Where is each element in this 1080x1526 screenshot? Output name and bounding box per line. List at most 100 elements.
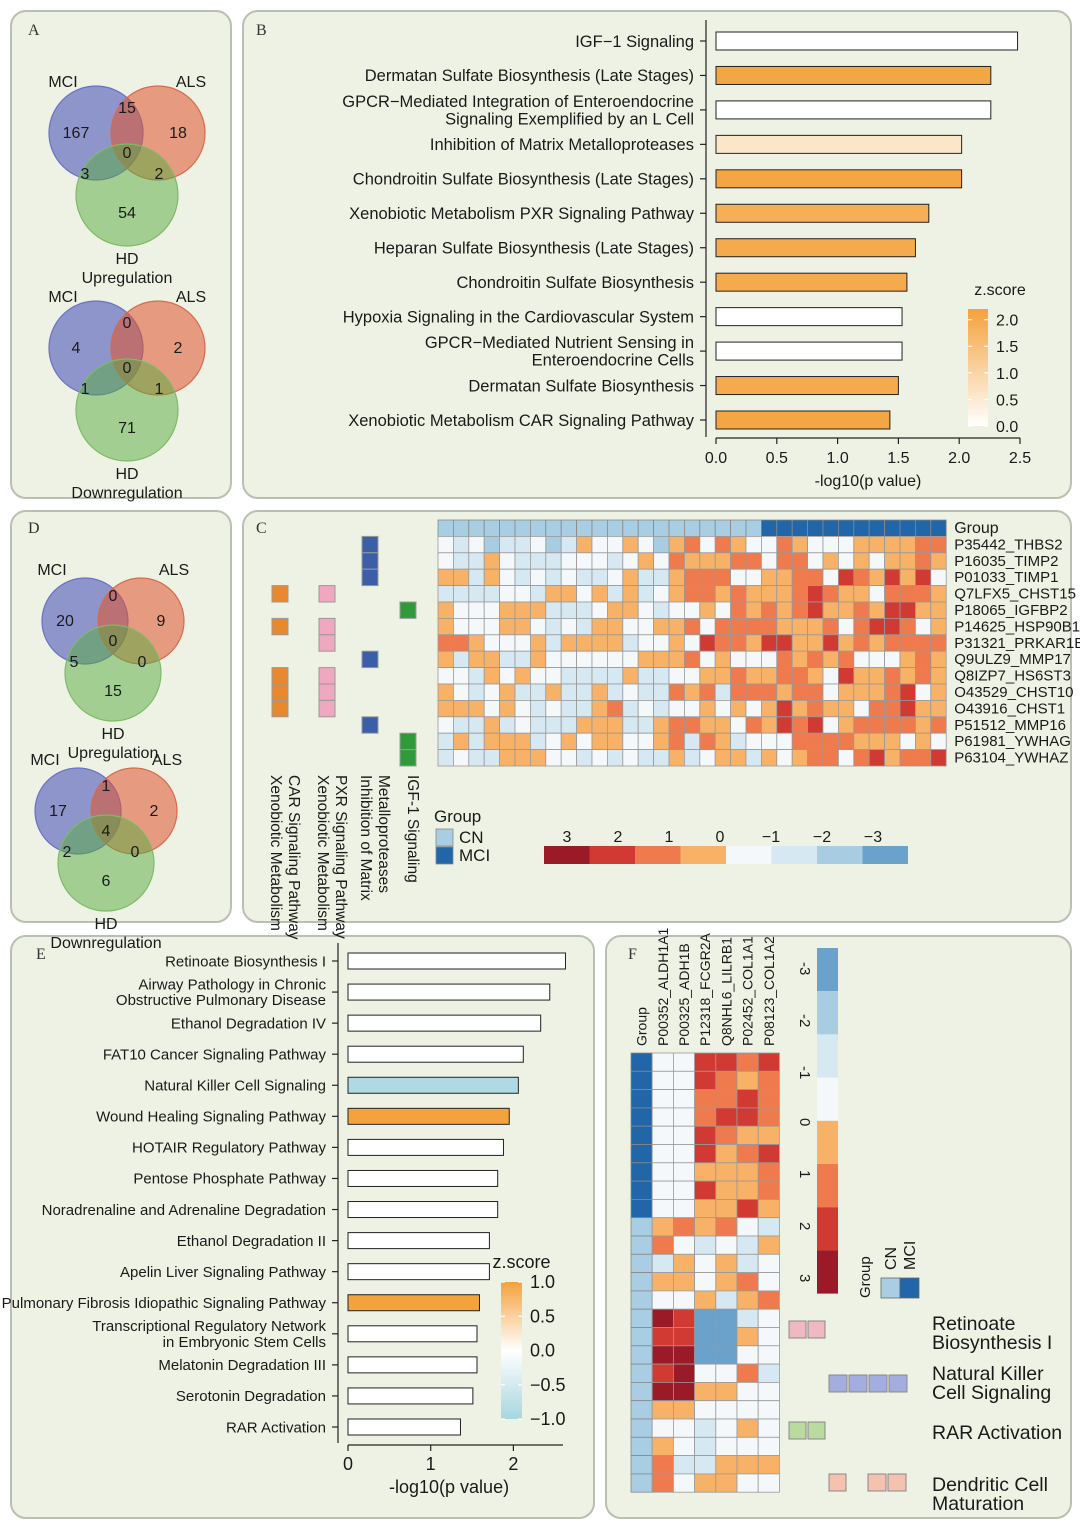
heatmap-c-cell	[699, 552, 716, 570]
heatmap-c-cell	[530, 634, 547, 652]
chart-e-category-label: Retinoate Biosynthesis I	[165, 953, 326, 970]
heatmap-c-cell	[607, 634, 624, 652]
heatmap-c-cell	[930, 634, 947, 652]
heatmap-c-cell	[761, 618, 778, 636]
heatmap-c-cell	[591, 732, 608, 751]
heatmap-f-scale-cell	[817, 991, 838, 1035]
heatmap-c-cell	[684, 552, 701, 570]
heatmap-c-cell	[822, 716, 839, 734]
heatmap-c-pathway-label: Xenobiotic Metabolism	[314, 775, 331, 931]
heatmap-c-cell	[560, 634, 578, 652]
heatmap-c-cell	[791, 667, 809, 685]
heatmap-c-cell	[730, 618, 747, 636]
heatmap-f-group-cell	[630, 1272, 653, 1292]
venn-a-down-title: Downregulation	[71, 485, 182, 502]
heatmap-c-cell	[437, 634, 454, 652]
heatmap-c-cell	[899, 618, 916, 636]
heatmap-c-cell	[545, 552, 562, 570]
heatmap-c-cell	[576, 667, 593, 685]
heatmap-c-cell	[791, 749, 809, 767]
heatmap-c-cell	[791, 634, 809, 652]
heatmap-c-group-cell	[607, 519, 624, 537]
panel-e-label: E	[36, 946, 46, 963]
heatmap-c-cell	[791, 552, 809, 570]
heatmap-c-cell	[930, 552, 947, 570]
heatmap-f-cell	[715, 1327, 738, 1347]
heatmap-c-cell	[468, 700, 485, 718]
heatmap-c-group-cell	[884, 519, 901, 537]
heatmap-f-cell	[736, 1217, 759, 1237]
heatmap-c-cell	[668, 618, 685, 636]
heatmap-c-pathway-cell	[318, 699, 336, 718]
heatmap-c-cell	[838, 716, 855, 734]
heatmap-c-cell	[791, 732, 809, 751]
heatmap-c-cell	[514, 749, 531, 767]
heatmap-f-cell	[736, 1199, 759, 1219]
heatmap-c-cell	[560, 585, 578, 603]
heatmap-c-cell	[514, 683, 531, 701]
venn-a-up-mci-label: MCI	[48, 74, 77, 91]
chart-e-bar	[347, 1201, 499, 1219]
heatmap-c-legend-title: Group	[434, 807, 481, 826]
heatmap-c-cell	[653, 618, 670, 636]
heatmap-c-cell	[637, 683, 655, 701]
heatmap-c-cell	[730, 601, 747, 619]
heatmap-c-cell	[776, 650, 793, 669]
heatmap-c-cell	[853, 568, 870, 587]
heatmap-c-pathway-cell	[271, 617, 289, 636]
chart-e-category-label: RAR Activation	[226, 1419, 326, 1436]
heatmap-c-cell	[745, 585, 762, 603]
heatmap-c-cell	[853, 634, 870, 652]
heatmap-c-cell	[560, 749, 578, 767]
heatmap-c-cell	[545, 716, 562, 734]
heatmap-c-protein-label: P61981_YWHAG	[954, 733, 1071, 750]
heatmap-c-scale-cell	[862, 846, 908, 864]
heatmap-c-cell	[915, 618, 932, 636]
heatmap-c-cell	[822, 634, 839, 652]
chart-b-bar	[715, 31, 1019, 51]
heatmap-c-cell	[915, 749, 932, 767]
heatmap-c-cell	[637, 601, 655, 619]
heatmap-f-cell	[736, 1089, 759, 1109]
heatmap-c-group-cell	[761, 519, 778, 537]
heatmap-c-cell	[868, 716, 886, 734]
heatmap-c-cell	[899, 536, 916, 554]
heatmap-c-cell	[699, 601, 716, 619]
heatmap-c-cell	[607, 700, 624, 718]
heatmap-c-cell	[483, 683, 501, 701]
heatmap-c-cell	[838, 601, 855, 619]
heatmap-c-cell	[483, 667, 501, 685]
heatmap-f-cell	[673, 1345, 696, 1365]
heatmap-c-cell	[545, 683, 562, 701]
heatmap-c-cell	[499, 749, 516, 767]
heatmap-f-cell	[757, 1235, 780, 1255]
heatmap-f-cell	[694, 1327, 717, 1347]
heatmap-c-cell	[560, 716, 578, 734]
heatmap-c-protein-label: P63104_YWHAZ	[954, 750, 1068, 767]
chart-b-x-tick-label: 2.0	[948, 450, 970, 467]
heatmap-c-cell	[560, 601, 578, 619]
heatmap-c-cell	[714, 601, 732, 619]
heatmap-c-cell	[684, 716, 701, 734]
chart-e-legend-title: z.score	[492, 1252, 550, 1272]
heatmap-c-scale-cell	[635, 846, 681, 864]
heatmap-c-group-cell	[853, 519, 870, 537]
panel-c-label: C	[256, 520, 267, 537]
heatmap-f-cell	[715, 1308, 738, 1328]
heatmap-f-pathway-cell	[868, 1374, 888, 1393]
heatmap-c-cell	[714, 732, 732, 751]
heatmap-c-cell	[838, 536, 855, 554]
heatmap-f-group-cell	[630, 1107, 653, 1127]
venn-d-down-count-mci-hd: 2	[63, 844, 72, 861]
heatmap-c-cell	[514, 536, 531, 554]
heatmap-f-pathway-cell	[788, 1421, 807, 1440]
heatmap-c-cell	[807, 667, 824, 685]
heatmap-c-cell	[899, 716, 916, 734]
heatmap-c-cell	[653, 568, 670, 587]
heatmap-c-cell	[452, 683, 470, 701]
chart-b-legend-tick-label: 0.0	[996, 419, 1018, 436]
chart-b-category-label: Enteroendocrine Cells	[532, 352, 694, 370]
heatmap-c-cell	[530, 650, 547, 669]
heatmap-c-protein-label: P51512_MMP16	[954, 717, 1066, 734]
heatmap-c-cell	[452, 634, 470, 652]
